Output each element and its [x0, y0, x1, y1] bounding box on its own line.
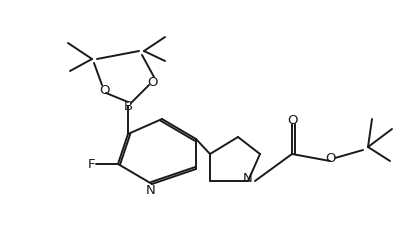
Text: O: O: [287, 114, 297, 127]
Text: N: N: [146, 184, 156, 197]
Text: F: F: [87, 158, 95, 171]
Text: B: B: [124, 100, 133, 113]
Text: O: O: [325, 152, 335, 165]
Text: O: O: [99, 83, 109, 96]
Text: O: O: [147, 75, 157, 88]
Text: N: N: [243, 172, 253, 185]
